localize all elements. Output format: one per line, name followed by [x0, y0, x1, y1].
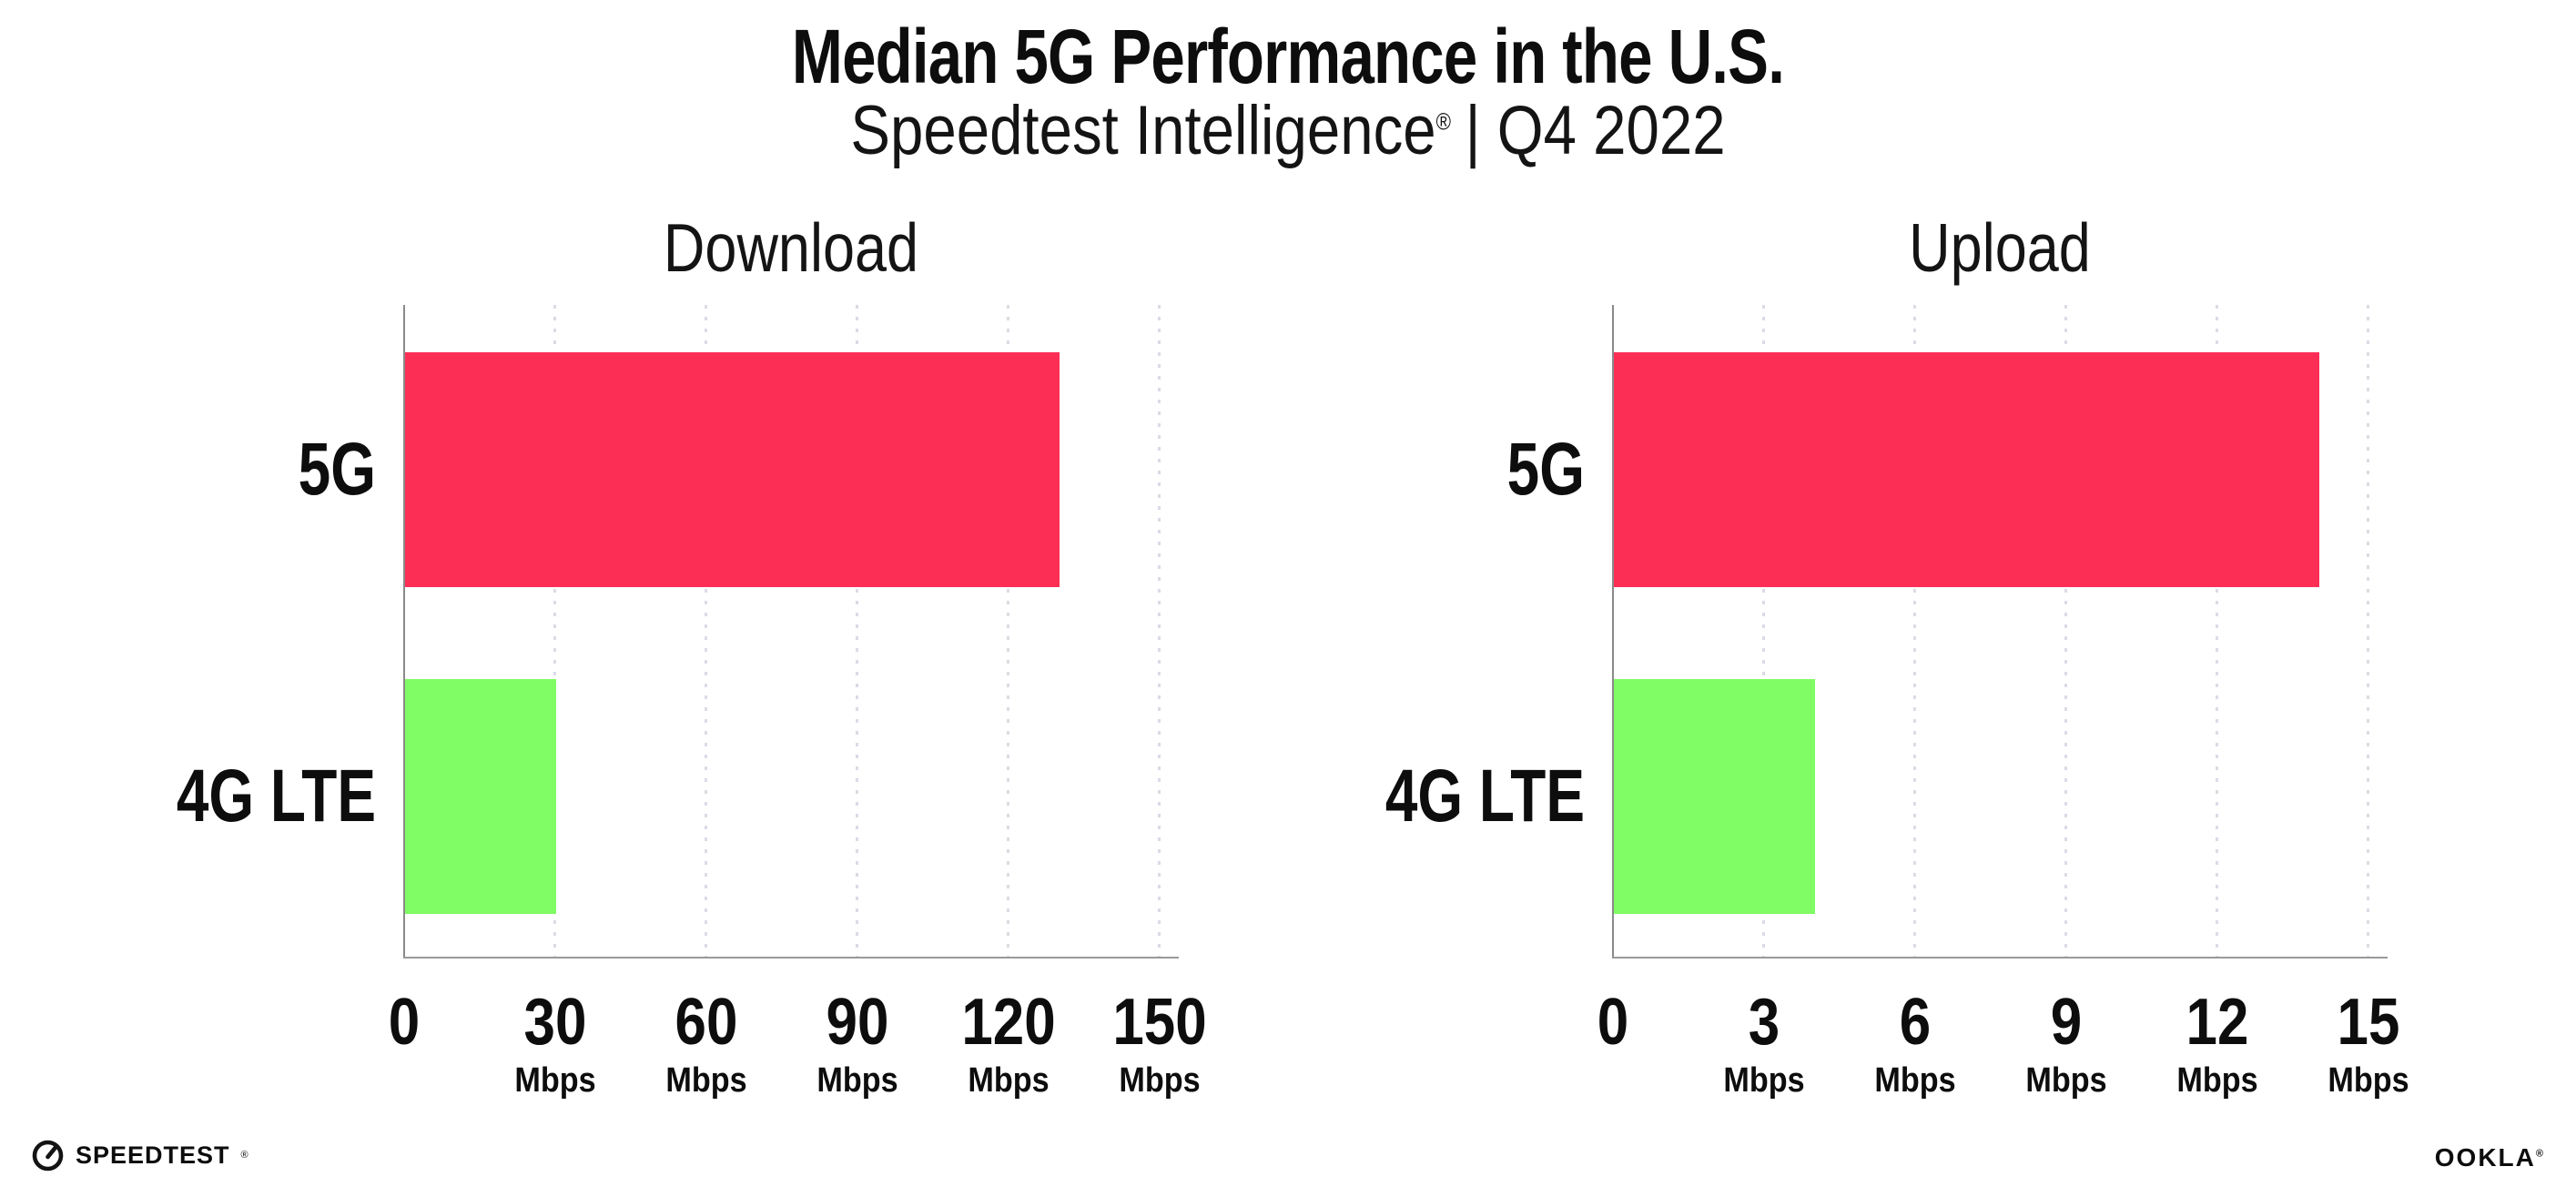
x-tick-0: 0 — [1537, 989, 1689, 1055]
subtitle-brand: Speedtest Intelligence — [850, 92, 1436, 169]
x-tick-12: 12 Mbps — [2142, 989, 2293, 1098]
x-tick-value-150: 150 — [1112, 986, 1207, 1059]
speedtest-registered-mark: ® — [240, 1149, 248, 1161]
x-tick-unit-3: Mbps — [1723, 1061, 1805, 1100]
category-label-5g: 5G — [298, 428, 376, 511]
x-tick-value-15: 15 — [2337, 986, 2400, 1059]
category-label-5g: 5G — [1506, 428, 1585, 511]
x-tick-value-90: 90 — [826, 986, 889, 1059]
x-tick-3: 3 Mbps — [1689, 989, 1840, 1098]
x-tick-unit-150: Mbps — [1119, 1061, 1201, 1100]
chart-title-download: Download — [663, 209, 919, 286]
x-tick-60: 60 Mbps — [631, 989, 782, 1098]
bar-4g-lte-upload — [1614, 679, 1815, 914]
y-axis-spine — [1612, 305, 1614, 959]
ookla-logo: OOKLA® — [2435, 1145, 2545, 1171]
x-tick-0: 0 — [329, 989, 480, 1055]
x-tick-30: 30 Mbps — [480, 989, 631, 1098]
gridline-15-mbps — [2367, 305, 2369, 959]
y-axis-spine — [403, 305, 405, 959]
main-title: Median 5G Performance in the U.S. — [791, 14, 1785, 99]
ookla-registered-mark: ® — [2535, 1148, 2545, 1160]
gridline-120-mbps — [1007, 305, 1009, 959]
gridline-90-mbps — [856, 305, 858, 959]
x-tick-value-120: 120 — [961, 986, 1056, 1059]
x-tick-unit-90: Mbps — [816, 1061, 898, 1100]
x-tick-unit-9: Mbps — [2025, 1061, 2107, 1100]
gridline-9-mbps — [2064, 305, 2067, 959]
gridline-12-mbps — [2216, 305, 2218, 959]
gridline-60-mbps — [705, 305, 707, 959]
x-tick-value-3: 3 — [1748, 986, 1780, 1059]
gridline-3-mbps — [1762, 305, 1765, 959]
download-chart: Download 5G 4G LTE 0 30 Mbps 60 Mbps 90 Mbps 120 Mb… — [177, 214, 1207, 1099]
gridline-6-mbps — [1913, 305, 1916, 959]
x-tick-6: 6 Mbps — [1840, 989, 1991, 1098]
x-axis-line — [403, 957, 1179, 959]
x-tick-unit-120: Mbps — [968, 1061, 1050, 1100]
gridline-30-mbps — [553, 305, 556, 959]
x-tick-value-0: 0 — [388, 986, 421, 1059]
x-tick-unit-12: Mbps — [2176, 1061, 2258, 1100]
registered-trademark-symbol: ® — [1435, 109, 1451, 136]
x-tick-unit-30: Mbps — [514, 1061, 596, 1100]
subtitle: Speedtest Intelligence® | Q4 2022 — [180, 91, 2396, 170]
bar-5g-download — [405, 352, 1060, 587]
speedtest-wordmark: SPEEDTEST — [76, 1141, 230, 1169]
x-tick-15: 15 Mbps — [2293, 989, 2444, 1098]
x-tick-9: 9 Mbps — [1991, 989, 2142, 1098]
speedtest-gauge-icon — [31, 1139, 65, 1172]
bar-4g-lte-download — [405, 679, 556, 914]
upload-chart: Upload 5G 4G LTE 0 3 Mbps 6 Mbps 9 Mbps 12 Mbps 15 Mb… — [1385, 214, 2409, 1099]
x-tick-unit-60: Mbps — [665, 1061, 747, 1100]
subtitle-period: | Q4 2022 — [1465, 92, 1726, 169]
ookla-wordmark: OOKLA — [2434, 1143, 2536, 1172]
x-tick-90: 90 Mbps — [782, 989, 933, 1098]
x-axis-line — [1612, 957, 2388, 959]
x-tick-value-0: 0 — [1597, 986, 1629, 1059]
chart-title-upload: Upload — [1909, 209, 2091, 286]
x-tick-value-9: 9 — [2050, 986, 2083, 1059]
category-label-4g-lte: 4G LTE — [1384, 755, 1585, 837]
category-label-4g-lte: 4G LTE — [176, 755, 376, 837]
x-tick-value-30: 30 — [523, 986, 587, 1059]
x-tick-unit-15: Mbps — [2328, 1061, 2409, 1100]
x-tick-unit-6: Mbps — [1874, 1061, 1956, 1100]
x-tick-120: 120 Mbps — [933, 989, 1084, 1098]
x-tick-value-12: 12 — [2186, 986, 2249, 1059]
x-tick-value-6: 6 — [1899, 986, 1932, 1059]
speedtest-logo: SPEEDTEST ® — [31, 1137, 248, 1173]
x-tick-150: 150 Mbps — [1084, 989, 1235, 1098]
bar-5g-upload — [1614, 352, 2319, 587]
gridline-150-mbps — [1158, 305, 1161, 959]
x-tick-value-60: 60 — [674, 986, 738, 1059]
